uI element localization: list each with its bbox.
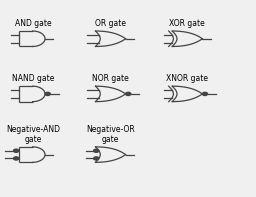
Circle shape [94, 157, 99, 160]
Text: NOR gate: NOR gate [92, 74, 129, 83]
Text: Negative-OR
gate: Negative-OR gate [86, 125, 134, 144]
Circle shape [14, 157, 19, 160]
Circle shape [45, 92, 50, 96]
Text: NAND gate: NAND gate [12, 74, 55, 83]
Text: XNOR gate: XNOR gate [166, 74, 208, 83]
Text: XOR gate: XOR gate [169, 19, 205, 28]
Text: AND gate: AND gate [15, 19, 52, 28]
Text: OR gate: OR gate [95, 19, 126, 28]
Circle shape [125, 92, 131, 96]
Text: Negative-AND
gate: Negative-AND gate [6, 125, 60, 144]
Circle shape [14, 149, 19, 152]
Circle shape [202, 92, 208, 96]
Circle shape [94, 149, 99, 152]
